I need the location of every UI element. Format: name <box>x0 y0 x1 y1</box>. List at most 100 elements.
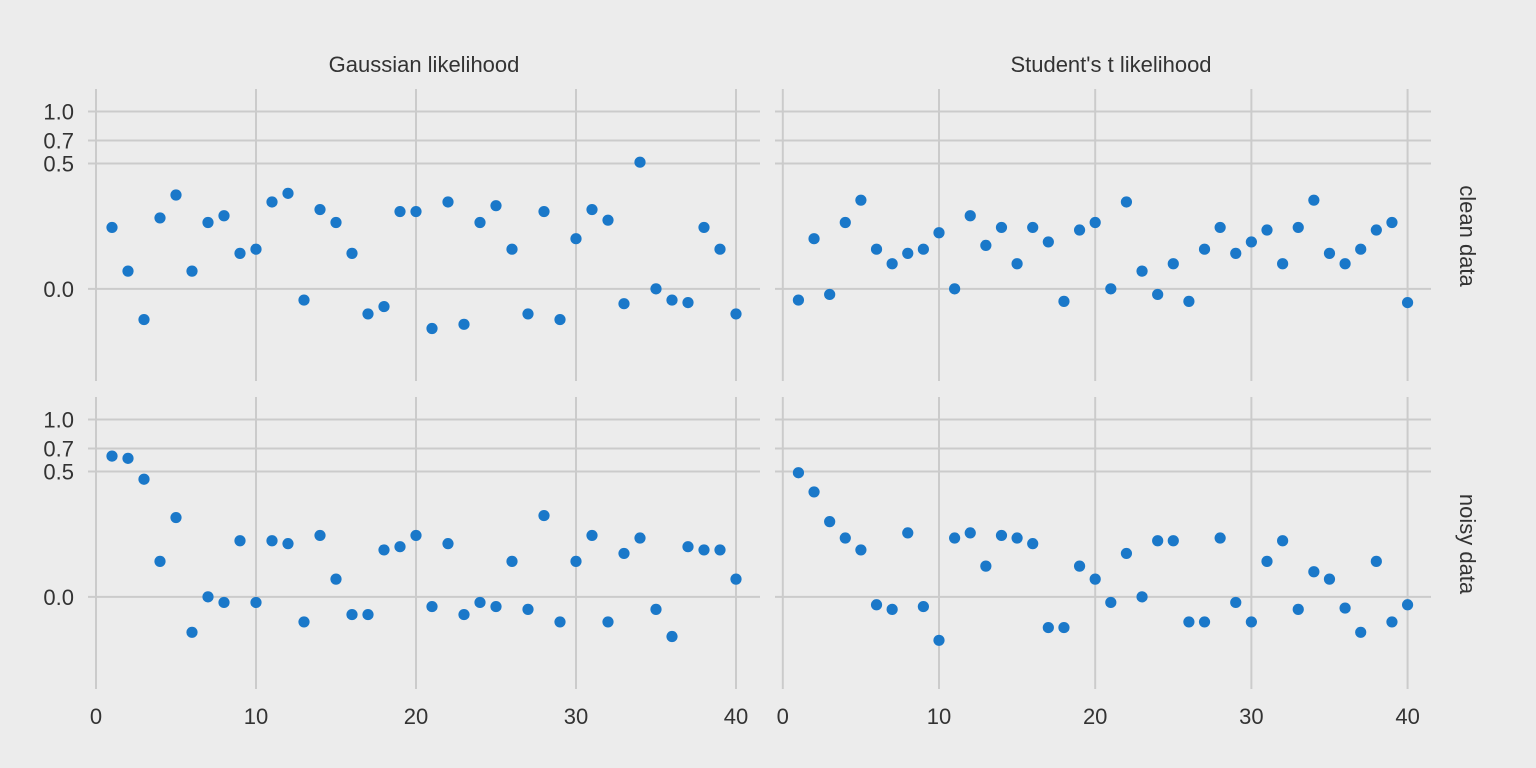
data-point <box>314 203 326 216</box>
data-point <box>855 544 867 556</box>
data-point <box>410 529 422 542</box>
data-point <box>886 258 898 270</box>
y-tick-label: 0.7 <box>43 128 74 153</box>
x-tick-label: 30 <box>1239 704 1263 729</box>
data-point <box>714 544 726 556</box>
data-point <box>586 529 598 542</box>
data-point <box>1355 243 1367 255</box>
data-point <box>1292 603 1304 615</box>
data-point <box>839 532 851 544</box>
facet-row-noisy: noisy data <box>1455 494 1480 595</box>
data-point <box>1245 616 1257 628</box>
data-point <box>1089 216 1101 229</box>
data-point <box>902 527 914 539</box>
data-point <box>1073 224 1086 236</box>
data-point <box>1277 535 1289 547</box>
data-point <box>1370 555 1382 567</box>
x-tick-label: 40 <box>724 704 748 729</box>
data-point <box>964 527 976 539</box>
data-point <box>1089 573 1101 585</box>
data-point <box>1292 221 1304 234</box>
data-point <box>1120 547 1133 560</box>
data-point <box>634 156 646 168</box>
data-point <box>808 233 820 245</box>
data-point <box>602 214 614 226</box>
data-point <box>602 616 614 628</box>
data-point <box>1339 258 1351 270</box>
data-point <box>634 532 646 544</box>
data-point <box>1230 596 1242 609</box>
data-point <box>522 603 534 615</box>
data-point <box>554 313 566 326</box>
data-point <box>266 535 278 547</box>
data-point <box>1058 295 1070 307</box>
y-tick-label: 0.5 <box>43 459 74 484</box>
data-point <box>870 243 883 255</box>
data-point <box>218 210 230 222</box>
data-point <box>666 630 678 643</box>
data-point <box>458 608 470 621</box>
data-point <box>570 233 582 245</box>
data-point <box>298 294 310 306</box>
data-point <box>266 196 278 208</box>
data-point <box>1136 265 1148 277</box>
facet-row-clean: clean data <box>1455 185 1480 287</box>
data-point <box>586 203 598 216</box>
data-point <box>1261 555 1273 567</box>
data-point <box>282 538 294 550</box>
data-point <box>154 555 166 567</box>
data-point <box>1183 616 1195 628</box>
data-point <box>138 473 150 485</box>
data-point <box>1230 247 1242 259</box>
data-point <box>1339 602 1351 614</box>
data-point <box>870 599 883 611</box>
data-point <box>362 308 374 320</box>
data-point <box>886 603 898 615</box>
data-point <box>1105 596 1117 609</box>
panel-student-t-clean <box>775 89 1431 381</box>
data-point <box>917 600 929 613</box>
data-point <box>202 216 214 229</box>
data-point <box>1027 221 1039 234</box>
data-point <box>506 555 518 567</box>
x-tick-label: 30 <box>564 704 588 729</box>
data-point <box>1120 196 1133 208</box>
data-point <box>980 560 992 572</box>
data-point <box>1277 258 1289 270</box>
data-point <box>250 596 262 609</box>
data-point <box>106 450 118 462</box>
data-point <box>1183 295 1195 307</box>
data-point <box>1323 247 1336 259</box>
data-point <box>442 538 454 550</box>
data-point <box>682 296 694 309</box>
data-point <box>714 243 726 255</box>
x-tick-label: 10 <box>244 704 268 729</box>
data-point <box>618 298 630 310</box>
data-point <box>362 608 374 621</box>
data-point <box>202 591 214 603</box>
data-point <box>824 288 836 301</box>
data-point <box>650 283 662 295</box>
data-point <box>1198 616 1211 628</box>
data-point <box>138 313 150 326</box>
data-point <box>1401 599 1414 611</box>
data-point <box>1214 221 1226 234</box>
data-point <box>1401 296 1414 309</box>
data-point <box>394 205 406 218</box>
data-point <box>346 608 358 621</box>
data-point <box>1198 243 1211 255</box>
data-point <box>1058 621 1070 634</box>
data-point <box>186 265 198 277</box>
data-point <box>218 596 230 609</box>
data-point <box>1323 573 1336 585</box>
data-point <box>949 532 961 544</box>
data-point <box>298 616 310 628</box>
data-point <box>250 243 262 255</box>
data-point <box>330 216 342 229</box>
y-tick-label: 0.5 <box>43 151 74 176</box>
panel-gaussian-noisy: 0.0 0.50.7 1.0 0 10 20 30 40 <box>43 397 760 729</box>
data-point <box>1152 535 1164 547</box>
data-point <box>474 216 486 229</box>
